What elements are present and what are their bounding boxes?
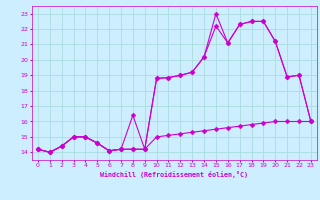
X-axis label: Windchill (Refroidissement éolien,°C): Windchill (Refroidissement éolien,°C) [100,171,248,178]
